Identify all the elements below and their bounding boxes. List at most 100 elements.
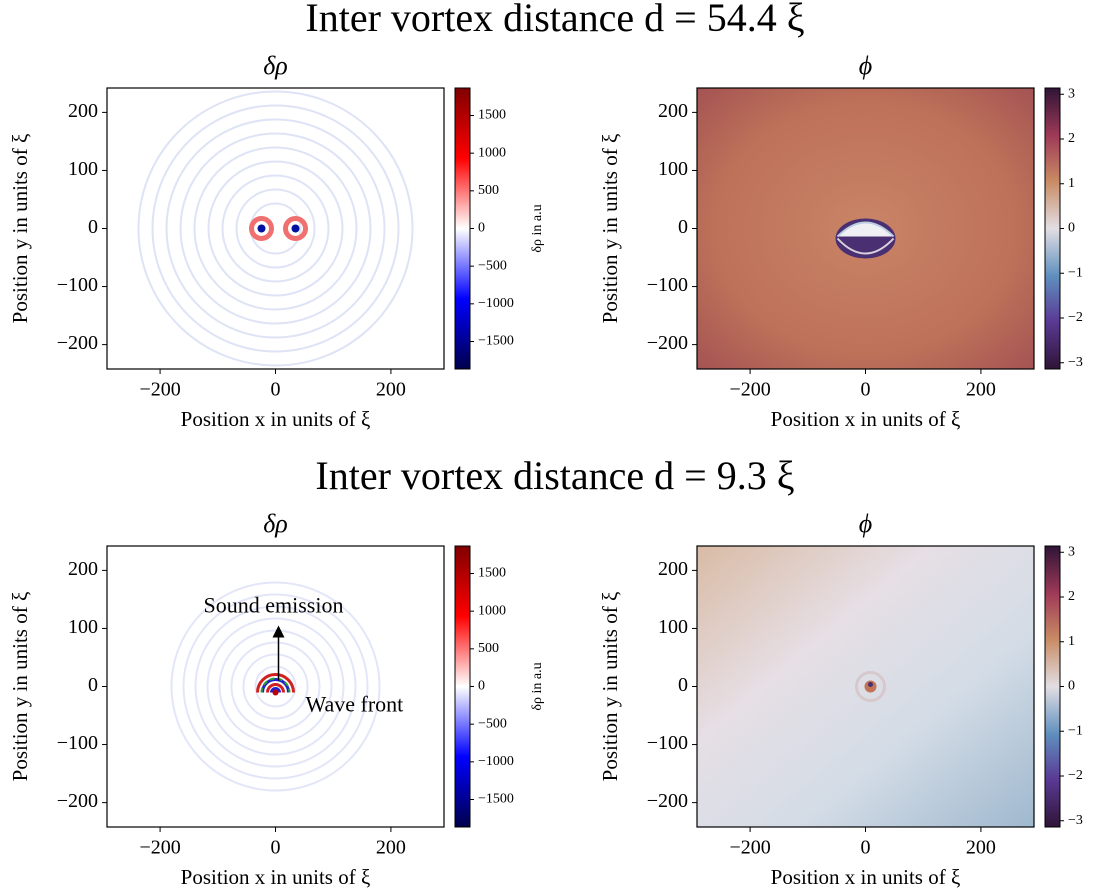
colorbar-tick-label: 0 xyxy=(478,221,485,236)
ripple xyxy=(207,160,344,297)
heatmap xyxy=(697,88,1034,369)
y-tick-label: 200 xyxy=(658,100,688,122)
vortex-ring xyxy=(283,216,308,241)
colorbar-tick-label: 2 xyxy=(1068,131,1075,146)
ripple xyxy=(242,653,309,720)
colorbar-tick-label: 1 xyxy=(1068,176,1075,191)
annotation: Wave front xyxy=(306,692,404,717)
annotation: Sound emission xyxy=(204,593,344,618)
ripple xyxy=(182,593,369,780)
x-tick-label: −200 xyxy=(729,837,770,859)
y-tick-label: 0 xyxy=(678,674,688,696)
colorbar-tick-label: −2 xyxy=(1068,310,1083,325)
colorbar-tick-label: −1500 xyxy=(478,792,514,807)
ripple xyxy=(179,132,372,325)
y-tick-label: −100 xyxy=(647,732,688,754)
wave-arc xyxy=(256,673,295,693)
colorbar-label: δρ in a.u xyxy=(530,204,545,252)
phase-cut xyxy=(836,221,895,238)
x-axis-label: Position x in units of ξ xyxy=(771,865,961,889)
x-tick-label: 0 xyxy=(271,837,281,859)
x-tick-label: −200 xyxy=(139,837,180,859)
colorbar-tick-label: 2 xyxy=(1068,589,1075,604)
heatmap-image xyxy=(107,546,444,827)
phase-ring xyxy=(855,671,886,702)
y-tick-label: 200 xyxy=(658,558,688,580)
axes-title: ϕ xyxy=(859,509,872,538)
y-tick-label: −200 xyxy=(647,332,688,354)
colorbar-tick-label: 1000 xyxy=(478,145,506,160)
colorbar-tick-label: −1 xyxy=(1068,265,1083,280)
y-tick-label: 0 xyxy=(88,674,98,696)
colorbar-tick-label: 1000 xyxy=(478,603,506,618)
colorbar-tick-label: 1500 xyxy=(478,108,506,123)
ripple xyxy=(235,188,316,269)
colorbar-tick-label: 0 xyxy=(1068,221,1075,236)
y-axis-label: Position y in units of ξ xyxy=(598,134,622,324)
axes-title: δρ xyxy=(263,509,288,538)
ripple xyxy=(206,617,345,756)
heatmap-background xyxy=(107,88,444,369)
wave-arc xyxy=(266,683,285,693)
ripple xyxy=(221,174,330,283)
colorbar-tick-label: −1000 xyxy=(478,296,514,311)
y-tick-label: 200 xyxy=(68,100,98,122)
colorbar-tick-label: 0 xyxy=(478,679,485,694)
colorbar-tick-label: 3 xyxy=(1068,544,1075,559)
colorbar xyxy=(454,87,471,370)
x-axis-label: Position x in units of ξ xyxy=(181,865,371,889)
colorbar-tick-label: −1500 xyxy=(478,334,514,349)
colorbar-tick-label: −1000 xyxy=(478,754,514,769)
y-tick-label: 100 xyxy=(658,616,688,638)
phase-jump xyxy=(836,237,895,255)
heatmap-image xyxy=(697,546,1034,827)
y-tick-label: −200 xyxy=(57,332,98,354)
heatmap-image xyxy=(697,88,1034,369)
y-tick-label: 100 xyxy=(68,616,98,638)
y-axis-label: Position y in units of ξ xyxy=(8,134,32,324)
x-tick-label: 200 xyxy=(376,837,406,859)
colorbar-tick-label: −2 xyxy=(1068,768,1083,783)
y-tick-label: 200 xyxy=(68,558,98,580)
colorbar-tick-label: −1 xyxy=(1068,723,1083,738)
x-tick-label: 0 xyxy=(861,379,871,401)
y-tick-label: 0 xyxy=(678,216,688,238)
colorbar-tick-label: −500 xyxy=(478,716,507,731)
ripple xyxy=(230,641,321,732)
colorbar-tick-label: −3 xyxy=(1068,355,1083,370)
colorbar-tick-label: 500 xyxy=(478,641,499,656)
heatmap xyxy=(697,546,1034,827)
vortex-core xyxy=(291,224,300,233)
y-tick-label: 100 xyxy=(68,158,98,180)
y-tick-label: −100 xyxy=(57,732,98,754)
x-tick-label: 0 xyxy=(271,379,281,401)
x-tick-label: −200 xyxy=(729,379,770,401)
axes-title: ϕ xyxy=(859,51,872,80)
heatmap xyxy=(107,546,444,827)
y-tick-label: 100 xyxy=(658,158,688,180)
heatmap-image xyxy=(107,88,444,369)
vortex-ring xyxy=(249,216,274,241)
ripple xyxy=(137,90,414,367)
colorbar xyxy=(454,545,471,828)
ripple xyxy=(170,581,381,792)
wave-arc xyxy=(261,678,290,693)
y-axis-label: Position y in units of ξ xyxy=(8,592,32,782)
y-tick-label: 0 xyxy=(88,216,98,238)
x-axis-label: Position x in units of ξ xyxy=(771,407,961,431)
wave-arc xyxy=(270,687,281,693)
axes-title: δρ xyxy=(263,51,288,80)
heatmap xyxy=(107,88,444,369)
colorbar-tick-label: 3 xyxy=(1068,86,1075,101)
colorbar-tick-label: 1500 xyxy=(478,566,506,581)
heatmap-background xyxy=(107,546,444,827)
ripple xyxy=(254,665,297,708)
colorbar-tick-label: −3 xyxy=(1068,813,1083,828)
colorbar-tick-label: 0 xyxy=(1068,679,1075,694)
ripple xyxy=(165,118,386,339)
figure-title: Inter vortex distance d = 9.3 ξ xyxy=(315,453,794,498)
y-tick-label: −200 xyxy=(647,790,688,812)
ripple xyxy=(194,605,357,768)
figure-title: Inter vortex distance d = 54.4 ξ xyxy=(305,0,804,40)
